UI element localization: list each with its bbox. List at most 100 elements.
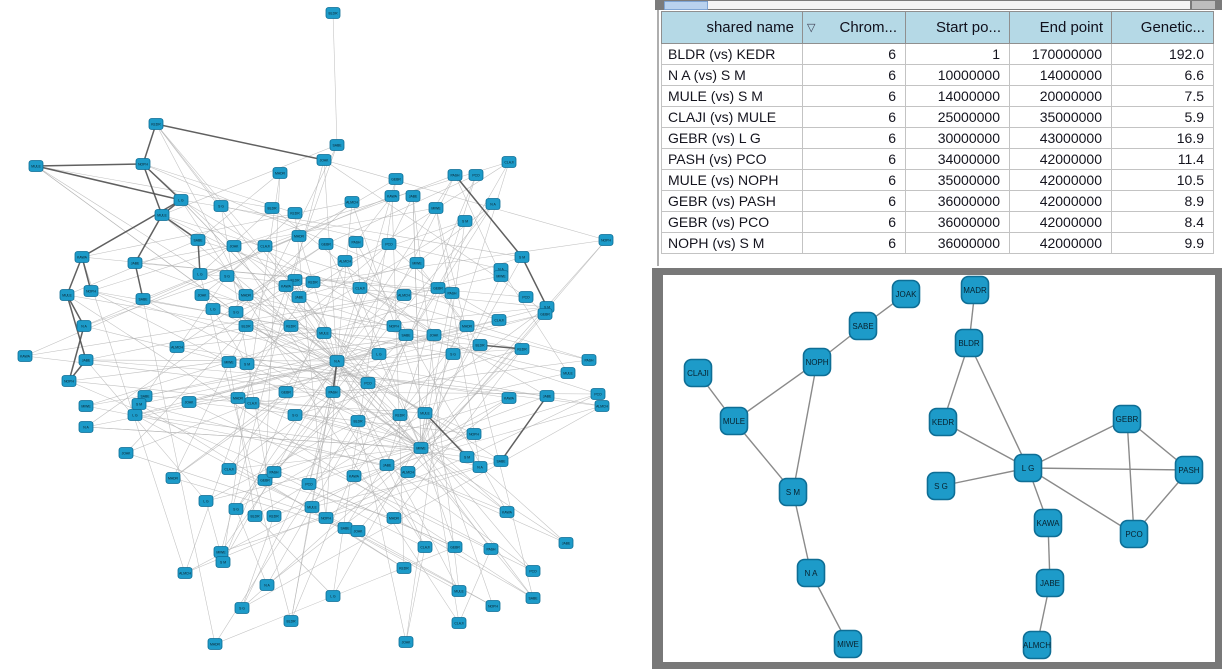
network-node[interactable]: JOAK (350, 525, 366, 537)
network-node[interactable]: MIWE (409, 257, 425, 269)
node-shape[interactable] (426, 329, 442, 341)
node-shape[interactable] (485, 600, 501, 612)
node-shape[interactable] (59, 289, 75, 301)
node-shape[interactable] (848, 311, 878, 341)
table-row[interactable]: CLAJI (vs) MULE 6 25000000 35000000 5.9 (661, 106, 1214, 128)
network-node[interactable]: CLAJI (491, 314, 507, 326)
node-shape[interactable] (135, 158, 151, 170)
node-shape[interactable] (257, 240, 273, 252)
node-shape[interactable] (388, 173, 404, 185)
network-node[interactable]: PASH (325, 386, 341, 398)
network-node[interactable]: NOPH (135, 158, 151, 170)
node-shape[interactable] (350, 415, 366, 427)
network-node[interactable]: KEDR (396, 562, 412, 574)
network-node[interactable]: GEBR (278, 386, 294, 398)
network-node[interactable]: S G (445, 348, 461, 360)
network-node[interactable]: ALMCH (594, 400, 610, 412)
network-node-claji[interactable]: CLAJI (683, 358, 713, 388)
network-node[interactable]: GEBR (430, 282, 446, 294)
node-shape[interactable] (493, 455, 509, 467)
network-node[interactable]: PASH (266, 466, 282, 478)
node-shape[interactable] (405, 190, 421, 202)
network-node[interactable]: PCO (468, 169, 484, 181)
network-node[interactable]: PCO (590, 388, 606, 400)
node-shape[interactable] (833, 629, 863, 659)
network-node[interactable]: NOPH (83, 285, 99, 297)
node-shape[interactable] (228, 503, 244, 515)
network-edge[interactable] (1027, 418, 1128, 469)
node-shape[interactable] (194, 289, 210, 301)
node-shape[interactable] (266, 466, 282, 478)
node-shape[interactable] (386, 320, 402, 332)
network-node[interactable]: BLDR (264, 202, 280, 214)
node-shape[interactable] (398, 636, 414, 648)
network-node[interactable]: SABE (525, 592, 541, 604)
node-shape[interactable] (537, 308, 553, 320)
node-shape[interactable] (266, 510, 282, 522)
node-shape[interactable] (28, 160, 44, 172)
node-shape[interactable] (413, 442, 429, 454)
node-shape[interactable] (219, 270, 235, 282)
network-node[interactable]: MULE (451, 585, 467, 597)
table-row[interactable]: PASH (vs) PCO 6 34000000 42000000 11.4 (661, 148, 1214, 170)
node-shape[interactable] (457, 215, 473, 227)
network-node[interactable]: KAWA (346, 470, 362, 482)
network-node[interactable]: S G (228, 503, 244, 515)
node-shape[interactable] (177, 567, 193, 579)
network-node[interactable]: CLAJI (257, 240, 273, 252)
node-shape[interactable] (1033, 508, 1063, 538)
network-node[interactable]: L G (198, 495, 214, 507)
network-node[interactable]: PASH (447, 169, 463, 181)
node-shape[interactable] (539, 390, 555, 402)
node-shape[interactable] (316, 154, 332, 166)
node-shape[interactable] (396, 562, 412, 574)
node-shape[interactable] (466, 428, 482, 440)
network-node-gebr[interactable]: GEBR (1112, 404, 1142, 434)
node-shape[interactable] (226, 240, 242, 252)
node-shape[interactable] (259, 579, 275, 591)
node-shape[interactable] (148, 118, 164, 130)
network-node[interactable]: SABE (493, 455, 509, 467)
node-shape[interactable] (318, 238, 334, 250)
network-node[interactable]: PASH (581, 354, 597, 366)
network-node[interactable]: MADR (165, 472, 181, 484)
node-shape[interactable] (417, 407, 433, 419)
network-node[interactable]: JABE (78, 354, 94, 366)
network-node[interactable]: L G (127, 409, 143, 421)
node-shape[interactable] (325, 386, 341, 398)
node-shape[interactable] (594, 400, 610, 412)
network-node-kedr[interactable]: KEDR (928, 407, 958, 437)
node-shape[interactable] (83, 285, 99, 297)
node-shape[interactable] (283, 615, 299, 627)
column-header-end-point[interactable]: End point (1009, 11, 1112, 44)
network-node[interactable]: KEDR (283, 320, 299, 332)
node-shape[interactable] (796, 558, 826, 588)
network-node-almch[interactable]: ALMCH (1022, 630, 1052, 660)
network-node[interactable]: BLDR (350, 415, 366, 427)
network-node-s-m[interactable]: S M (778, 477, 808, 507)
node-shape[interactable] (459, 320, 475, 332)
node-shape[interactable] (891, 279, 921, 309)
node-shape[interactable] (514, 343, 530, 355)
network-node[interactable]: L G (325, 590, 341, 602)
node-shape[interactable] (278, 386, 294, 398)
node-shape[interactable] (238, 289, 254, 301)
network-node[interactable]: SABE (398, 329, 414, 341)
node-shape[interactable] (221, 463, 237, 475)
node-shape[interactable] (283, 320, 299, 332)
network-node[interactable]: N A (76, 320, 92, 332)
network-node-sabe[interactable]: SABE (848, 311, 878, 341)
network-node[interactable]: PCO (381, 238, 397, 250)
node-shape[interactable] (329, 139, 345, 151)
node-shape[interactable] (451, 617, 467, 629)
network-node[interactable]: MADR (272, 167, 288, 179)
network-node[interactable]: GEBR (537, 308, 553, 320)
node-shape[interactable] (244, 397, 260, 409)
node-shape[interactable] (472, 339, 488, 351)
network-node[interactable]: MIWE (428, 202, 444, 214)
network-edge[interactable] (968, 342, 1029, 469)
network-node[interactable]: N A (259, 579, 275, 591)
network-node-pash[interactable]: PASH (1174, 455, 1204, 485)
network-node[interactable]: MADR (238, 289, 254, 301)
node-shape[interactable] (287, 409, 303, 421)
